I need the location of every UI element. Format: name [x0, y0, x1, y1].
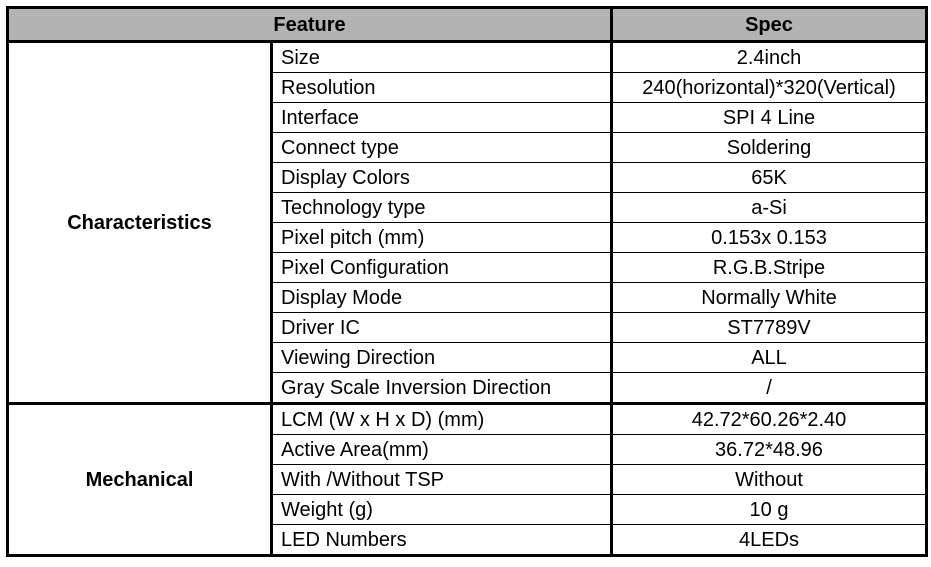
feature-cell: Size — [270, 41, 613, 73]
spec-table: Feature Spec Characteristics Size 2.4inch R… — [6, 6, 928, 557]
table-row: Pixel pitch (mm) 0.153x 0.153 — [8, 222, 928, 253]
spec-cell: 65K — [611, 162, 928, 193]
header-row: Feature Spec — [6, 6, 928, 43]
feature-cell: Pixel pitch (mm) — [270, 222, 613, 253]
spec-cell: 36.72*48.96 — [611, 434, 928, 465]
spec-cell: Normally White — [611, 282, 928, 313]
table-row: Display Colors 65K — [8, 162, 928, 193]
feature-cell: With /Without TSP — [270, 464, 613, 495]
spec-cell: a-Si — [611, 192, 928, 223]
feature-cell: Pixel Configuration — [270, 252, 613, 283]
feature-cell: Display Colors — [270, 162, 613, 193]
spec-cell: SPI 4 Line — [611, 102, 928, 133]
feature-cell: Technology type — [270, 192, 613, 223]
table-row: Viewing Direction ALL — [8, 342, 928, 373]
feature-cell: Viewing Direction — [270, 342, 613, 373]
spec-cell: 10 g — [611, 494, 928, 525]
feature-cell: Active Area(mm) — [270, 434, 613, 465]
spec-cell: 42.72*60.26*2.40 — [611, 403, 928, 435]
table-row: Resolution 240(horizontal)*320(Vertical) — [8, 72, 928, 103]
spec-cell: 0.153x 0.153 — [611, 222, 928, 253]
header-spec: Spec — [610, 6, 928, 43]
header-feature: Feature — [6, 6, 613, 43]
table-body: Characteristics Size 2.4inch Resolution 240(… — [6, 40, 928, 557]
table-row: Pixel Configuration R.G.B.Stripe — [8, 252, 928, 283]
table-row: Mechanical LCM (W x H x D) (mm) 42.72*60.2… — [6, 402, 928, 557]
table-row: Display Mode Normally White — [8, 282, 928, 313]
table-row: Gray Scale Inversion Direction / — [8, 372, 928, 405]
spec-cell: Without — [611, 464, 928, 495]
feature-cell: Resolution — [270, 72, 613, 103]
spec-cell: 4LEDs — [611, 524, 928, 557]
group-label: Mechanical — [6, 402, 273, 557]
table-row: Characteristics Size 2.4inch — [6, 40, 928, 405]
feature-cell: LED Numbers — [270, 524, 613, 557]
table-row: LED Numbers 4LEDs — [8, 524, 928, 557]
spec-cell: ALL — [611, 342, 928, 373]
feature-cell: Weight (g) — [270, 494, 613, 525]
spec-cell: 240(horizontal)*320(Vertical) — [611, 72, 928, 103]
spec-cell: ST7789V — [611, 312, 928, 343]
spec-cell: 2.4inch — [611, 41, 928, 73]
feature-cell: Connect type — [270, 132, 613, 163]
spec-cell: Soldering — [611, 132, 928, 163]
feature-cell: Driver IC — [270, 312, 613, 343]
feature-cell: Gray Scale Inversion Direction — [270, 372, 613, 405]
table-row: Connect type Soldering — [8, 132, 928, 163]
table-row: Technology type a-Si — [8, 192, 928, 223]
group-label: Characteristics — [6, 40, 273, 405]
table-row: Interface SPI 4 Line — [8, 102, 928, 133]
spec-cell: / — [611, 372, 928, 405]
spec-cell: R.G.B.Stripe — [611, 252, 928, 283]
feature-cell: Display Mode — [270, 282, 613, 313]
feature-cell: LCM (W x H x D) (mm) — [270, 403, 613, 435]
feature-cell: Interface — [270, 102, 613, 133]
